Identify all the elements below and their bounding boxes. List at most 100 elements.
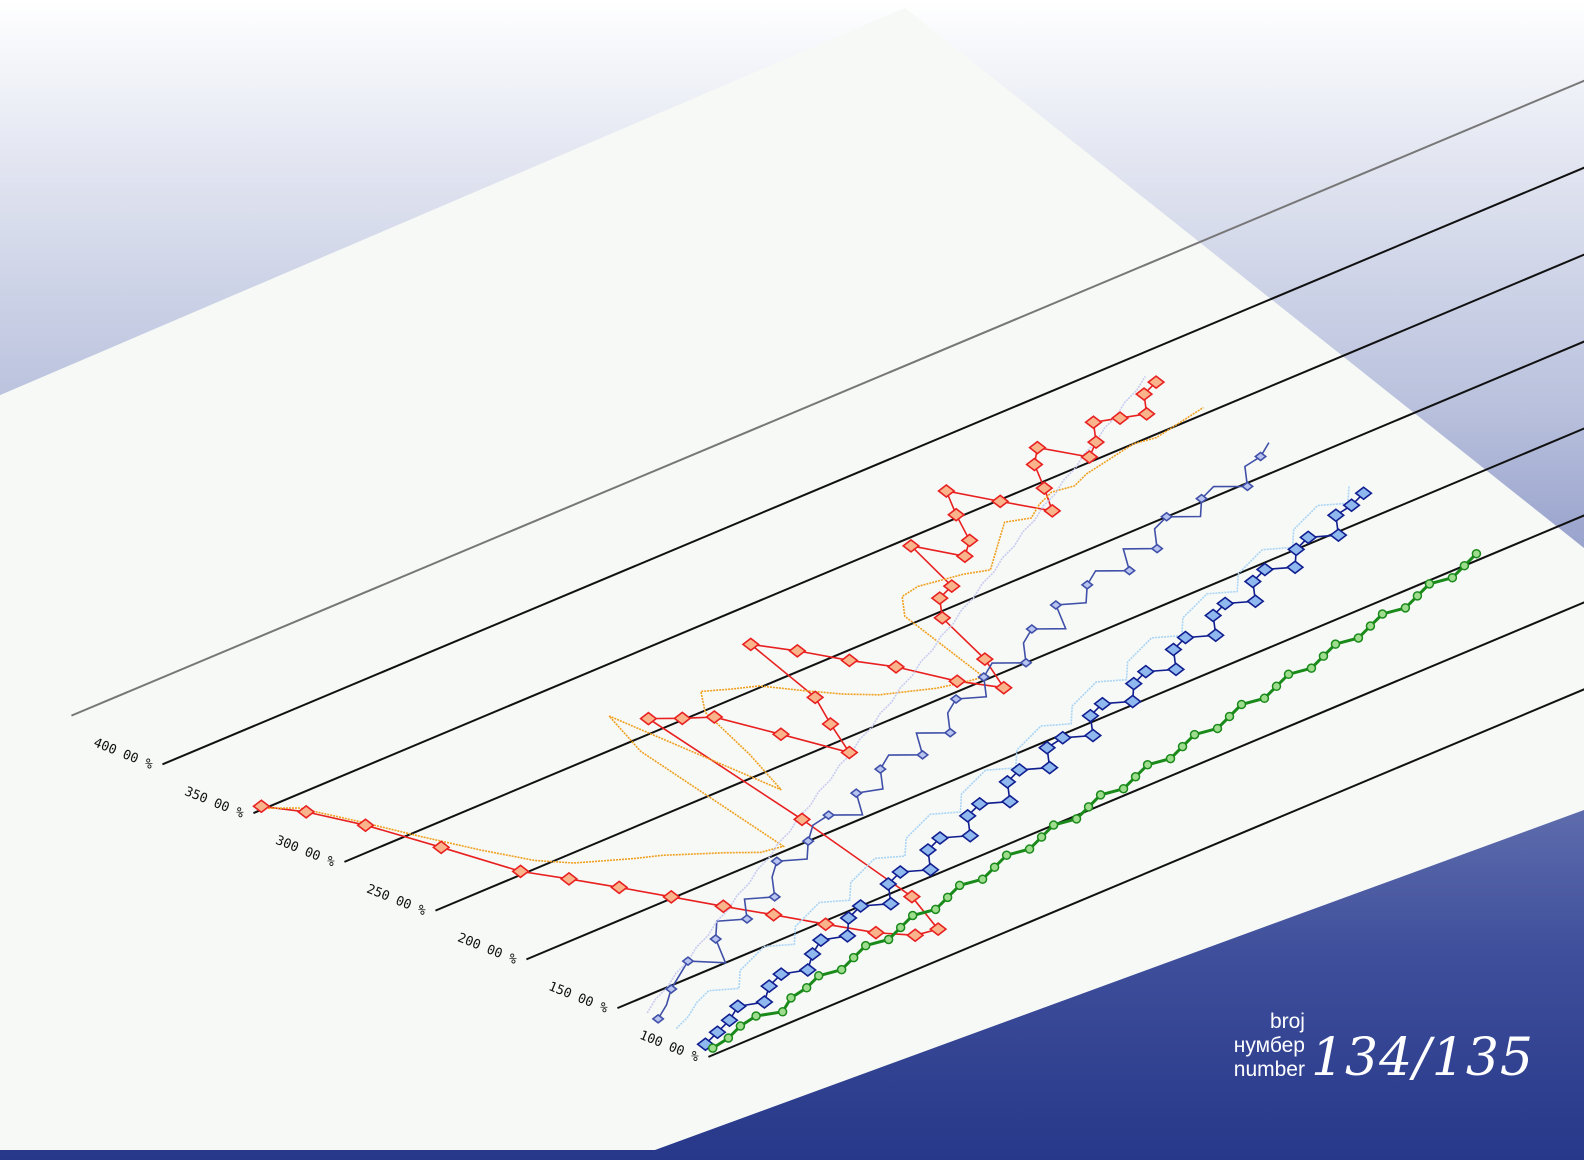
data-point: [1136, 664, 1155, 679]
data-point: [1243, 574, 1262, 589]
data-point: [991, 494, 1010, 509]
data-point: [943, 727, 957, 738]
data-point: [639, 711, 658, 726]
data-point: [356, 818, 375, 833]
data-point: [1110, 411, 1130, 426]
data-point: [955, 549, 974, 564]
data-point: [838, 928, 857, 943]
data-point: [849, 788, 863, 799]
data-point: [1224, 711, 1235, 722]
data-point: [1424, 579, 1435, 589]
data-point: [1036, 832, 1047, 842]
data-point: [1053, 730, 1072, 745]
data-point: [1080, 579, 1094, 590]
data-point: [1236, 699, 1247, 710]
series-line: [675, 485, 1350, 1030]
data-point: [297, 804, 316, 819]
data-point: [1354, 486, 1373, 501]
data-point: [1142, 760, 1153, 770]
data-point: [1025, 457, 1044, 472]
data-point: [1271, 681, 1282, 692]
data-point: [1071, 814, 1082, 824]
data-point: [948, 674, 967, 689]
data-point: [772, 967, 791, 982]
data-point: [1028, 440, 1047, 455]
gridline: [708, 688, 1584, 1058]
data-point: [1176, 630, 1195, 645]
data-point: [252, 799, 271, 814]
data-point: [1084, 415, 1103, 430]
data-point: [1189, 729, 1200, 740]
data-point: [806, 690, 825, 705]
data-point: [1049, 599, 1063, 611]
data-point: [1095, 790, 1106, 800]
data-point: [929, 922, 948, 937]
data-point: [1287, 542, 1306, 557]
data-point: [1254, 451, 1268, 462]
data-point: [933, 610, 952, 625]
data-point: [895, 922, 906, 933]
data-point: [1122, 565, 1136, 576]
data-point: [1083, 728, 1103, 743]
data-point: [851, 899, 870, 914]
data-point: [1146, 375, 1166, 390]
data-point: [1166, 662, 1186, 677]
data-point: [816, 917, 835, 932]
data-point: [916, 749, 930, 760]
data-point: [1043, 503, 1062, 518]
data-point: [942, 579, 961, 594]
data-point: [1318, 651, 1329, 661]
data-point: [930, 904, 941, 915]
data-point: [866, 925, 885, 940]
data-point: [792, 812, 812, 827]
data-point: [930, 830, 950, 845]
gridline: [162, 166, 1584, 766]
data-point: [768, 891, 782, 902]
data-point: [883, 934, 894, 945]
plot-sheet: [0, 8, 1584, 1150]
data-point: [1471, 548, 1482, 559]
data-point: [1134, 387, 1154, 402]
data-point: [879, 876, 898, 892]
data-point: [786, 993, 796, 1003]
data-point: [755, 995, 774, 1010]
data-point: [1212, 723, 1223, 734]
gridline-top: [71, 79, 1584, 717]
data-point: [1204, 608, 1223, 623]
data-point: [970, 796, 989, 811]
data-point: [1081, 708, 1100, 723]
data-point: [777, 1007, 788, 1017]
data-point: [891, 864, 910, 880]
issue-labels: broj нумбер number: [1234, 1010, 1305, 1082]
data-point: [764, 907, 783, 922]
data-point: [1040, 760, 1059, 775]
data-point: [975, 652, 994, 667]
data-point: [1285, 560, 1305, 575]
data-point: [1118, 784, 1129, 794]
data-point: [1000, 794, 1020, 809]
data-point: [901, 538, 921, 553]
data-point: [735, 1021, 746, 1031]
data-point: [1124, 676, 1143, 691]
gridline: [253, 253, 1584, 815]
issue-number: 134/135: [1310, 1028, 1534, 1088]
data-point: [1195, 493, 1209, 504]
data-point: [801, 836, 815, 847]
data-point: [1255, 562, 1274, 577]
data-point: [1299, 530, 1318, 545]
data-point: [873, 764, 887, 775]
data-point: [559, 871, 579, 886]
data-point: [989, 862, 1000, 872]
data-point: [708, 1025, 727, 1040]
data-point: [1019, 657, 1033, 668]
data-point: [977, 671, 991, 683]
gridlines: [71, 79, 1584, 1058]
data-point: [937, 483, 956, 499]
data-point: [432, 840, 451, 855]
gridline: [617, 601, 1584, 1010]
data-point: [798, 962, 817, 977]
series-line: [264, 406, 1204, 864]
data-point: [886, 659, 906, 674]
data-point: [1160, 511, 1174, 522]
data-point: [1025, 623, 1039, 635]
